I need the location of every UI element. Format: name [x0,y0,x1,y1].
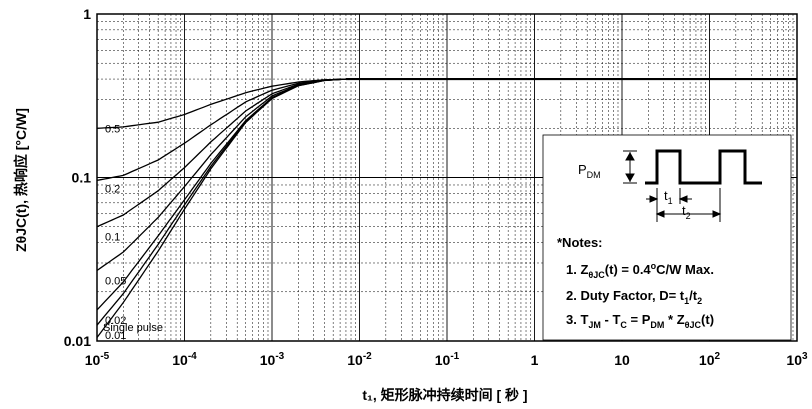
series-label: 0.02 [105,315,126,327]
note-2: 2. Duty Factor, D= t1/t2 [566,288,702,306]
pdm-label: PDM [578,162,601,180]
series-label: 0.05 [105,275,126,287]
x-tick-label: 103 [786,351,808,368]
t2-label: t2 [682,203,691,221]
x-tick-label: 10-1 [435,351,460,368]
note-1: 1. ZθJC(t) = 0.4oC/W Max. [566,261,714,280]
note-3: 3. TJM - TC = PDM * ZθJC(t) [566,312,714,330]
x-tick-label: 10 [614,352,630,368]
y-tick-labels: 1 0.1 0.01 [64,6,91,349]
series-label: Single pulse [103,322,163,334]
plot-frame [96,13,798,342]
inset-box: PDM t1 t2 *Notes: 1. ZθJC(t [542,134,792,341]
x-tick-labels: 10-5 10-4 10-3 10-2 10-1 1 10 102 103 [85,351,808,368]
y-axis-label: ZθJC(t), 热响应 [°C/W] [13,108,29,252]
series-label: 0.5 [105,123,120,135]
t1-label: t1 [664,188,673,206]
y-tick-label: 1 [83,6,91,22]
t1-arrow-icon [646,188,722,222]
series-group [96,77,797,338]
series-label: 0.01 [105,330,126,342]
x-tick-label: 10-5 [85,351,110,368]
inset-background [542,134,792,341]
pulse-waveform-icon [645,149,762,185]
pdm-arrow-icon [623,150,637,184]
x-tick-label: 102 [699,351,721,368]
series-label: 0.2 [105,183,120,195]
y-tick-label: 0.1 [72,170,92,186]
notes-title: *Notes: [557,235,603,250]
x-axis-label: t₁, 矩形脉冲持续时间 [ 秒 ] [362,387,527,403]
series-label: 0.1 [105,232,120,244]
x-tick-label: 1 [531,352,539,368]
x-tick-label: 10-3 [260,351,285,368]
x-tick-label: 10-2 [347,351,372,368]
x-tick-label: 10-4 [172,351,197,368]
y-tick-label: 0.01 [64,333,91,349]
